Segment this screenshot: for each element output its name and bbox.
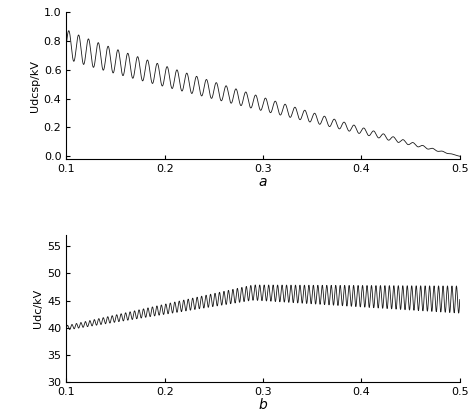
X-axis label: a: a <box>259 175 267 189</box>
X-axis label: b: b <box>259 399 267 411</box>
Y-axis label: Udcsp/kV: Udcsp/kV <box>29 60 40 112</box>
Y-axis label: Udc/kV: Udc/kV <box>33 289 43 328</box>
